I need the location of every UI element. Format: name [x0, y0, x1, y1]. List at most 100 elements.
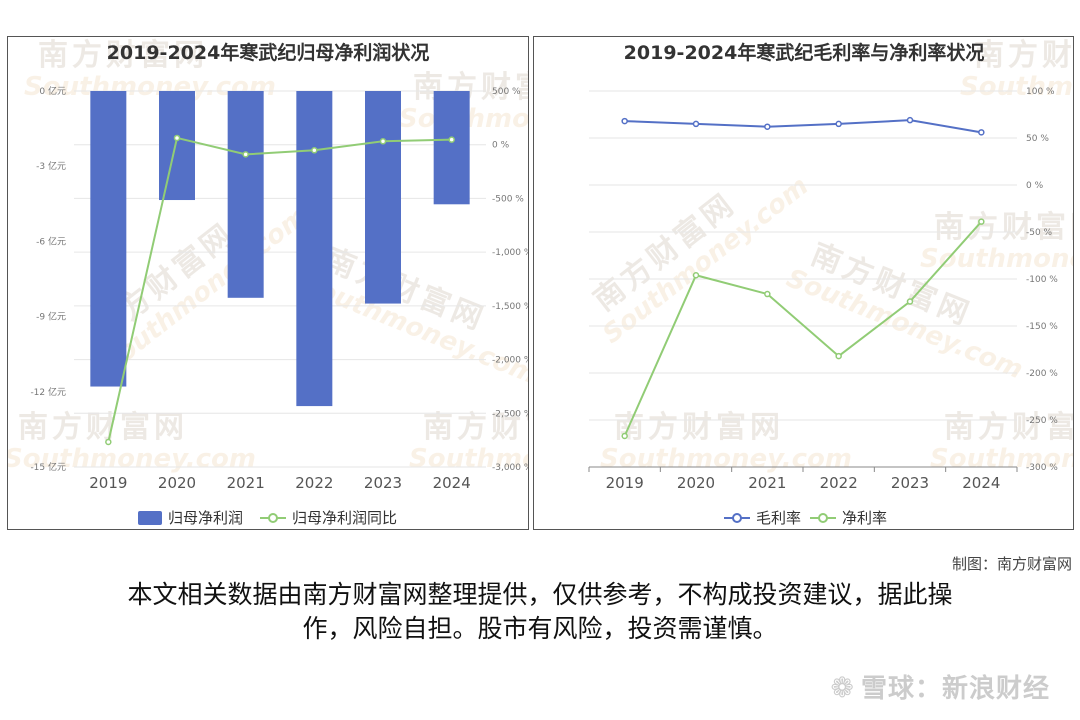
left-axis-tick-label: -15 亿元: [30, 461, 66, 473]
xueqiu-text: 雪球：新浪财经: [860, 674, 1050, 704]
bar-net-profit-2024: [433, 91, 470, 205]
disclaimer-line-2: 作，风险自担。股市有风险，投资需谨慎。: [302, 614, 778, 643]
series-line-gross-margin: [624, 119, 982, 134]
point-net-margin-2023: [906, 298, 914, 305]
point-gross-margin-2024: [978, 129, 985, 136]
legend-label-net-margin: 净利率: [842, 509, 887, 527]
legend-label-net-profit: 归母净利润: [168, 509, 243, 527]
x-axis-tick-label: 2023: [891, 474, 929, 492]
point-net-margin-2021: [764, 290, 771, 298]
legend-label-gross-margin: 毛利率: [756, 509, 801, 527]
bar-net-profit-2020: [159, 91, 195, 201]
disclaimer: 本文相关数据由南方财富网整理提供，仅供参考，不构成投资建议，据此操 作，风险自担…: [60, 578, 1020, 646]
point-gross-margin-2019: [621, 117, 628, 125]
right-axis-tick-label: 50 %: [1026, 134, 1049, 144]
watermark-en: Southmoney.com: [920, 244, 1073, 274]
chart-title: 2019-2024年寒武纪归母净利润状况: [107, 41, 430, 64]
bar-net-profit-2019: [90, 91, 127, 387]
x-axis-tick-label: 2020: [677, 474, 715, 492]
x-axis-tick-label: 2021: [748, 474, 786, 492]
watermark-cn: 南方财富网: [38, 38, 208, 73]
right-axis-tick-label: -100 %: [1026, 275, 1058, 285]
watermark-cn: 南方财富网: [18, 410, 188, 445]
point-yoy-2024: [448, 136, 455, 143]
right-axis-tick-label: -1,000 %: [492, 248, 528, 258]
watermark-cn: 南方财富网: [614, 410, 784, 445]
point-net-margin-2020: [692, 271, 700, 279]
point-gross-margin-2022: [835, 120, 842, 128]
point-net-margin-2022: [835, 352, 842, 360]
left-axis-tick-label: -3 亿元: [36, 160, 66, 172]
right-axis-tick-label: -250 %: [1026, 416, 1058, 426]
x-axis-tick-label: 2020: [158, 474, 196, 492]
right-axis-tick-label: 0 %: [1026, 181, 1044, 191]
right-axis-tick-label: -1,500 %: [492, 302, 528, 312]
left-axis-tick-label: -9 亿元: [36, 311, 66, 323]
legend-marker-yoy: [268, 513, 278, 523]
disclaimer-line-1: 本文相关数据由南方财富网整理提供，仅供参考，不构成投资建议，据此操: [127, 580, 953, 609]
point-gross-margin-2021: [764, 123, 771, 130]
point-yoy-2020: [173, 134, 181, 142]
left-axis-tick-label: 0 亿元: [39, 85, 66, 97]
net-profit-chart-panel: 南方财富网 Southmoney.com 南方财富网 Southmoney.com 南方…: [7, 36, 529, 530]
point-yoy-2022: [311, 147, 318, 154]
point-yoy-2019: [105, 438, 112, 446]
right-axis-tick-label: 500 %: [492, 87, 521, 97]
point-yoy-2023: [379, 138, 387, 145]
xueqiu-watermark: ❁ 雪球：新浪财经: [831, 668, 1050, 705]
bar-net-profit-2021: [227, 91, 264, 298]
x-axis-tick-label: 2023: [364, 474, 402, 492]
right-axis-tick-label: -150 %: [1026, 322, 1058, 332]
x-axis-tick-label: 2021: [227, 474, 265, 492]
watermark-cn: 南方财富网: [974, 38, 1073, 73]
right-axis-tick-label: -2,000 %: [492, 356, 528, 366]
left-axis-tick-label: -12 亿元: [30, 386, 66, 398]
point-yoy-2021: [242, 151, 249, 158]
x-axis-tick-label: 2019: [606, 474, 644, 492]
watermark-cn: 南方财富网: [413, 70, 528, 105]
right-axis-tick-label: -300 %: [1026, 463, 1058, 473]
legend-label-yoy: 归母净利润同比: [292, 509, 397, 527]
x-axis-tick-label: 2022: [295, 474, 333, 492]
watermark-cn: 南方财富网: [944, 410, 1073, 445]
watermark-en: Southmoney.com: [409, 444, 528, 474]
left-axis-tick-label: -6 亿元: [36, 235, 66, 247]
x-axis-tick-label: 2019: [89, 474, 127, 492]
watermark-cn: 南方财富网: [423, 410, 528, 445]
series-line-net-margin: [623, 220, 983, 437]
watermark-en: Southmoney.com: [930, 444, 1073, 474]
legend-marker-net-margin: [818, 513, 828, 523]
right-axis-tick-label: -500 %: [492, 194, 524, 204]
right-axis-tick-label: 0 %: [492, 141, 510, 151]
x-axis-tick-label: 2022: [820, 474, 858, 492]
point-net-margin-2019: [621, 432, 628, 440]
right-axis-tick-label: -2,500 %: [492, 409, 528, 419]
right-axis-tick-label: -3,000 %: [492, 463, 528, 473]
margin-chart: 南方财富网Southmoney.com南方财富网Southmoney.com南方…: [587, 38, 1073, 527]
watermark-en: Southmoney.com: [960, 72, 1073, 102]
legend-marker-gross-margin: [732, 513, 742, 523]
xueqiu-logo-icon: ❁: [830, 671, 855, 704]
x-axis-tick-label: 2024: [433, 474, 471, 492]
margin-chart-panel: 南方财富网Southmoney.com南方财富网Southmoney.com南方…: [533, 36, 1074, 530]
bar-net-profit-2023: [365, 91, 401, 304]
chart-credit: 制图：南方财富网: [951, 555, 1072, 573]
legend-swatch-net-profit: [138, 511, 162, 525]
watermark-en: Southmoney.com: [600, 444, 852, 474]
watermark-cn: 南方财富网: [934, 210, 1073, 245]
bar-net-profit-2022: [296, 91, 333, 407]
point-net-margin-2024: [978, 218, 985, 225]
point-gross-margin-2020: [692, 120, 700, 128]
right-axis-tick-label: -50 %: [1026, 228, 1053, 238]
point-gross-margin-2023: [906, 116, 914, 124]
series-line-yoy: [107, 136, 452, 443]
chart-title: 2019-2024年寒武纪毛利率与净利率状况: [624, 41, 985, 64]
right-axis-tick-label: -200 %: [1026, 369, 1058, 379]
